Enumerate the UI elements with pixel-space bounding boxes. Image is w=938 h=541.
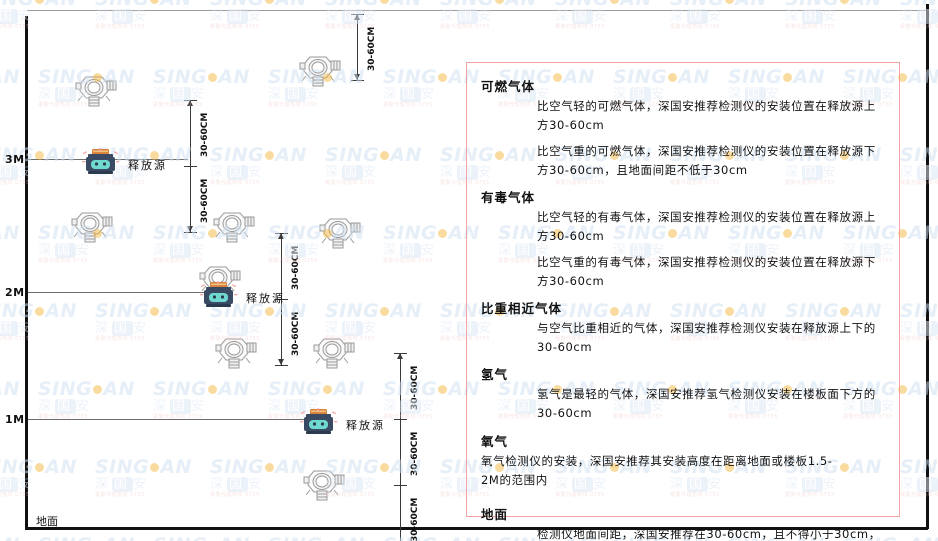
info-section-paragraph: 比空气轻的可燃气体，深国安推荐检测仪的安装位置在释放源上方30-60cm	[537, 99, 876, 132]
dimension-arrow-up	[278, 233, 284, 239]
dimension-arrow-down	[187, 226, 193, 232]
axis-label-3m: 3M	[5, 153, 25, 166]
release-source-icon	[200, 280, 238, 315]
info-section-toxic-gas: 有毒气体 比空气轻的有毒气体，深国安推荐检测仪的安装位置在释放源上方30-60cm…	[481, 187, 885, 291]
frame-right-edge	[926, 4, 929, 529]
gas-detector-icon	[296, 48, 348, 94]
ground-line	[25, 527, 928, 530]
dimension-label: 30-60CM	[200, 178, 210, 223]
dimension-tick	[394, 419, 407, 420]
dimension-label: 30-60CM	[291, 311, 301, 356]
release-source-label: 释放源	[128, 159, 167, 172]
info-section-heading: 地面	[481, 507, 509, 522]
dimension-arrow-up	[354, 14, 360, 20]
info-section-hydrogen: 氢气氢气是最轻的气体，深国安推荐氢气检测仪安装在楼板面下方的30-60cm	[481, 364, 885, 423]
dimension-label: 30-60CM	[410, 497, 420, 541]
info-section-oxygen: 氧气氧气检测仪的安装，深国安推荐其安装高度在距离地面或楼板1.5-2M的范围内	[481, 431, 885, 497]
dimension-label: 30-60CM	[200, 112, 210, 157]
gas-detector-icon	[210, 204, 262, 250]
dimension-tick	[394, 485, 407, 486]
info-panel-content: 可燃气体 比空气轻的可燃气体，深国安推荐检测仪的安装位置在释放源上方30-60cm…	[467, 63, 899, 541]
dimension-arrow-down	[354, 74, 360, 80]
dimension-label: 30-60CM	[410, 431, 420, 476]
info-section-heading: 氢气	[481, 367, 509, 382]
info-section-paragraph: 氧气检测仪的安装，深国安推荐其安装高度在距离地面或楼板1.5-2M的范围内	[481, 454, 833, 487]
gas-detector-icon	[316, 210, 368, 256]
dimension-tick	[184, 232, 197, 233]
info-section-paragraph: 比空气重的可燃气体，深国安推荐检测仪的安装位置在释放源下方30-60cm，且地面…	[537, 144, 876, 177]
info-section-similar-density-gas: 比重相近气体与空气比重相近的气体，深国安推荐检测仪安装在释放源上下的30-60c…	[481, 298, 885, 357]
info-panel: 可燃气体 比空气轻的可燃气体，深国安推荐检测仪的安装位置在释放源上方30-60cm…	[466, 62, 900, 541]
axis-label-1m: 1M	[5, 413, 25, 426]
gas-detector-icon	[300, 462, 352, 508]
info-section-paragraph: 比空气轻的有毒气体，深国安推荐检测仪的安装位置在释放源上方30-60cm	[537, 210, 876, 243]
dimension-tick	[351, 80, 364, 81]
axis-label-2m: 2M	[5, 286, 25, 299]
info-section-paragraph: 比空气重的有毒气体，深国安推荐检测仪的安装位置在释放源下方30-60cm	[537, 255, 876, 288]
release-source-label: 释放源	[346, 419, 385, 432]
dimension-tick	[275, 365, 288, 366]
info-section-paragraph: 氢气是最轻的气体，深国安推荐氢气检测仪安装在楼板面下方的30-60cm	[537, 387, 876, 420]
info-section-combustible-gas: 可燃气体 比空气轻的可燃气体，深国安推荐检测仪的安装位置在释放源上方30-60cm…	[481, 76, 885, 180]
dimension-tick	[184, 166, 197, 167]
level-line-2m	[28, 292, 206, 293]
dimension-spine	[357, 14, 358, 80]
release-source-label: 释放源	[246, 292, 285, 305]
dimension-arrow-down	[278, 359, 284, 365]
dimension-spine	[400, 353, 401, 541]
ceiling-line	[27, 10, 926, 11]
info-section-heading: 比重相近气体	[481, 301, 563, 316]
info-section-heading: 可燃气体	[481, 79, 536, 94]
dimension-label: 30-60CM	[367, 26, 377, 71]
gas-detector-icon	[310, 330, 362, 376]
release-source-icon	[82, 147, 120, 182]
dimension-arrow-up	[187, 100, 193, 106]
dimension-arrow-up	[397, 353, 403, 359]
info-section-paragraph: 与空气比重相近的气体，深国安推荐检测仪安装在释放源上下的30-60cm	[537, 321, 876, 354]
info-section-ground: 地面检测仪地面间距，深国安推荐在30-60cm，且不得小于30cm，因为过低容易…	[481, 504, 885, 541]
release-source-icon	[300, 407, 338, 442]
info-section-heading: 氧气	[481, 434, 509, 449]
info-section-paragraph: 检测仪地面间距，深国安推荐在30-60cm，且不得小于30cm，因为过低容易水溅…	[537, 527, 881, 541]
gas-detector-icon	[72, 68, 124, 114]
dimension-tick	[275, 299, 288, 300]
level-line-1m	[28, 419, 306, 420]
dimension-label: 30-60CM	[291, 245, 301, 290]
info-section-heading: 有毒气体	[481, 190, 536, 205]
ground-label: 地面	[36, 515, 58, 528]
gas-detector-icon	[68, 204, 120, 250]
dimension-label: 30-60CM	[410, 365, 420, 410]
gas-detector-icon	[212, 330, 264, 376]
axis-vertical-left	[25, 16, 28, 529]
